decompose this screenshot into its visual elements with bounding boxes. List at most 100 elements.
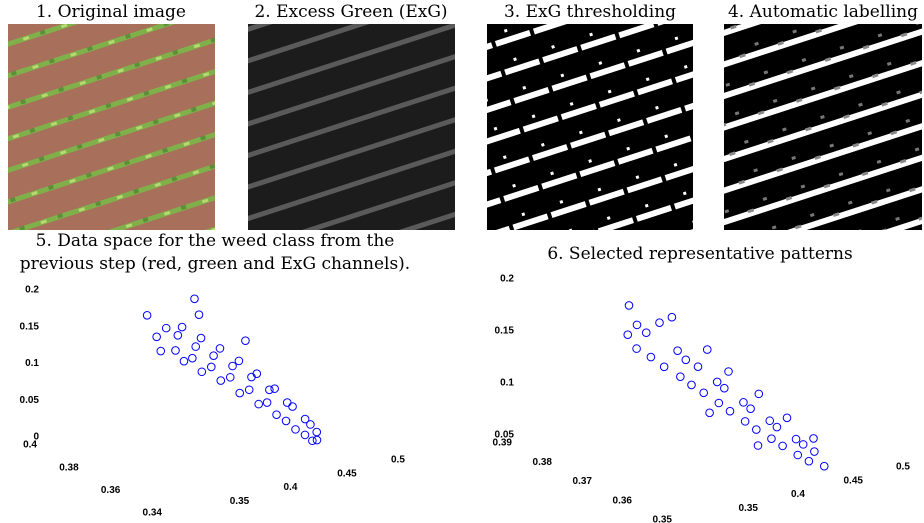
data-point [699, 388, 709, 398]
data-point [272, 410, 281, 419]
data-point [235, 388, 245, 398]
data-point [819, 461, 829, 471]
chart-title: previous step (red, green and ExG channe… [20, 254, 410, 274]
data-point [667, 312, 677, 322]
data-point [234, 356, 244, 366]
data-point [793, 450, 803, 460]
z-tick-label: 0.2 [500, 274, 514, 285]
y-tick-label: 0.36 [613, 495, 633, 506]
data-point [632, 320, 642, 330]
y-tick-label: 0.39 [493, 438, 513, 449]
z-tick-label: 0.2 [25, 285, 39, 296]
data-point [288, 402, 297, 411]
data-point [161, 323, 171, 333]
original-image [8, 24, 215, 230]
data-point [312, 435, 322, 445]
x-tick-label: 0.45 [844, 475, 864, 486]
data-point [209, 351, 218, 361]
x-tick-label: 0.5 [391, 455, 405, 466]
data-point [623, 330, 633, 340]
caption: 3. ExG thresholding [504, 2, 676, 22]
data-point [241, 336, 250, 345]
data-point [632, 344, 641, 353]
x-tick-label: 0.5 [896, 462, 910, 473]
data-point [693, 362, 703, 372]
data-point [646, 352, 656, 362]
x-tick-label: 0.45 [337, 468, 357, 479]
data-point [798, 440, 808, 449]
data-point [179, 356, 189, 366]
x-tick-label: 0.35 [739, 503, 759, 514]
data-point [270, 384, 279, 393]
threshold-image [487, 24, 693, 230]
data-point [810, 447, 819, 456]
data-point [244, 385, 254, 395]
data-point [752, 425, 761, 434]
data-point [676, 372, 685, 381]
data-point [254, 399, 263, 409]
chart-title: 6. Selected representative patterns [547, 244, 852, 264]
data-point [765, 416, 775, 426]
y-tick-label: 0.4 [23, 440, 37, 451]
data-point [687, 380, 696, 390]
exg-image [248, 24, 455, 230]
data-point [291, 425, 300, 434]
data-point [225, 372, 235, 382]
data-point [673, 346, 682, 355]
data-point [720, 383, 729, 393]
y-tick-label: 0.37 [573, 476, 593, 487]
data-point [624, 301, 634, 310]
z-tick-label: 0.15 [20, 321, 40, 332]
y-tick-label: 0.38 [59, 462, 79, 473]
data-point [725, 406, 735, 416]
caption: 4. Automatic labelling [728, 2, 918, 22]
x-tick-label: 0.4 [284, 482, 298, 493]
data-point [216, 376, 226, 385]
caption: 1. Original image [36, 2, 186, 22]
data-point [282, 398, 292, 407]
z-tick-label: 0.05 [20, 395, 40, 406]
data-point [188, 353, 197, 363]
data-point [300, 414, 310, 424]
data-point [772, 422, 782, 432]
data-point [641, 328, 651, 338]
data-point [702, 345, 712, 354]
data-point [659, 362, 669, 372]
data-point [714, 398, 724, 408]
data-point [804, 456, 814, 466]
data-point [778, 441, 787, 451]
data-point [194, 310, 204, 320]
data-point [262, 398, 272, 407]
data-point [300, 430, 310, 440]
z-tick-label: 0.1 [25, 358, 39, 369]
data-point [190, 294, 199, 304]
z-tick-label: 0.15 [495, 326, 515, 337]
chart-title: 5. Data space for the weed class from th… [36, 231, 395, 251]
data-point [312, 427, 322, 437]
data-point [191, 342, 201, 351]
data-point [724, 367, 733, 376]
y-tick-label: 0.34 [143, 508, 163, 519]
data-point [705, 408, 714, 418]
data-point [782, 413, 792, 423]
data-point [754, 389, 764, 399]
data-point [228, 361, 237, 371]
data-point [207, 362, 216, 372]
data-point [712, 377, 722, 387]
data-point [767, 434, 776, 444]
x-tick-label: 0.4 [791, 489, 805, 500]
data-point [265, 385, 274, 395]
y-tick-label: 0.38 [533, 457, 553, 468]
data-point [173, 331, 183, 340]
z-tick-label: 0.1 [500, 378, 514, 389]
data-point [681, 355, 691, 365]
data-point [252, 369, 262, 378]
data-point [306, 420, 315, 429]
data-point [739, 398, 748, 407]
labelling-image [724, 24, 922, 230]
data-point [171, 346, 180, 355]
data-point [156, 346, 166, 356]
data-point [753, 441, 763, 450]
data-point [655, 318, 664, 328]
